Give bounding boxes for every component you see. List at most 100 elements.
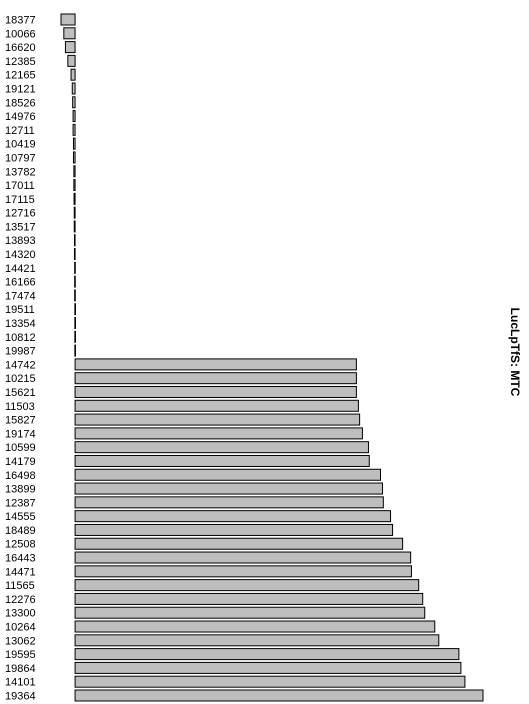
category-label-13899: 13899: [5, 484, 36, 496]
category-label-13354: 13354: [5, 318, 36, 330]
bar-12711: [72, 123, 76, 136]
bar-19121: [71, 82, 76, 95]
bar-14555: [74, 510, 392, 523]
bar-10215: [74, 372, 357, 385]
category-label-14101: 14101: [5, 677, 36, 689]
bar-12387: [74, 496, 384, 509]
category-label-13062: 13062: [5, 635, 36, 647]
bar-14101: [74, 675, 466, 688]
category-label-12508: 12508: [5, 539, 36, 551]
bar-10419: [72, 137, 76, 150]
category-label-17011: 17011: [5, 180, 35, 192]
bar-16620: [64, 41, 76, 54]
category-label-17115: 17115: [5, 194, 35, 206]
bar-14471: [74, 565, 412, 578]
bar-12165: [70, 68, 76, 81]
bar-14179: [74, 454, 370, 467]
bar-19595: [74, 648, 460, 661]
category-label-14179: 14179: [5, 456, 36, 468]
bar-10797: [72, 151, 76, 164]
bar-13893: [73, 234, 76, 247]
bar-10812: [74, 330, 76, 343]
bar-11565: [74, 579, 420, 592]
bar-10599: [74, 441, 369, 454]
category-label-12165: 12165: [5, 70, 36, 82]
bar-15621: [74, 385, 357, 398]
bar-12385: [67, 54, 76, 67]
bar-17011: [73, 179, 76, 192]
category-label-13782: 13782: [5, 166, 36, 178]
category-label-16498: 16498: [5, 470, 36, 482]
category-label-14976: 14976: [5, 111, 36, 123]
category-label-19595: 19595: [5, 649, 36, 661]
category-label-16443: 16443: [5, 553, 36, 565]
bar-14421: [74, 261, 76, 274]
category-label-19174: 19174: [5, 428, 36, 440]
bar-16443: [74, 551, 412, 564]
category-label-14471: 14471: [5, 566, 36, 578]
bar-13354: [74, 317, 76, 330]
category-label-19121: 19121: [5, 83, 36, 95]
category-label-13300: 13300: [5, 608, 36, 620]
bar-19174: [74, 427, 363, 440]
bar-16498: [74, 468, 382, 481]
bar-18377: [60, 13, 76, 26]
category-label-14555: 14555: [5, 511, 36, 523]
category-label-10066: 10066: [5, 28, 36, 40]
category-label-16166: 16166: [5, 277, 36, 289]
bar-18526: [72, 96, 76, 109]
category-label-10599: 10599: [5, 442, 36, 454]
category-label-15827: 15827: [5, 415, 36, 427]
category-label-19511: 19511: [5, 304, 35, 316]
bar-19864: [74, 661, 462, 674]
category-label-19864: 19864: [5, 663, 36, 675]
category-label-18377: 18377: [5, 15, 36, 27]
bar-12716: [73, 206, 76, 219]
bar-13899: [74, 482, 384, 495]
category-label-11565: 11565: [5, 580, 35, 592]
category-label-12716: 12716: [5, 208, 36, 220]
bar-19511: [74, 303, 76, 316]
category-label-18489: 18489: [5, 525, 36, 537]
category-label-12276: 12276: [5, 594, 36, 606]
bar-17115: [73, 192, 76, 205]
bar-18489: [74, 523, 394, 536]
category-label-15621: 15621: [5, 387, 36, 399]
bar-group: [60, 13, 484, 702]
bar-12508: [74, 537, 404, 550]
category-label-14421: 14421: [5, 263, 36, 275]
bar-19364: [74, 689, 484, 702]
category-label-10215: 10215: [5, 373, 36, 385]
bar-10264: [74, 620, 436, 633]
bar-14976: [72, 110, 76, 123]
category-label-13893: 13893: [5, 235, 36, 247]
bar-14320: [73, 248, 76, 261]
category-label-14742: 14742: [5, 359, 36, 371]
bar-17474: [74, 289, 76, 302]
category-label-12387: 12387: [5, 497, 36, 509]
category-label-19364: 19364: [5, 691, 36, 703]
category-label-17474: 17474: [5, 290, 36, 302]
bar-11503: [74, 399, 359, 412]
category-label-10797: 10797: [5, 152, 36, 164]
category-label-10264: 10264: [5, 622, 36, 634]
category-label-11503: 11503: [5, 401, 35, 413]
bar-12276: [74, 592, 424, 605]
category-label-10419: 10419: [5, 139, 36, 151]
category-label-16620: 16620: [5, 42, 36, 54]
bar-10066: [63, 27, 76, 40]
category-label-12711: 12711: [5, 125, 35, 137]
bar-13300: [74, 606, 426, 619]
bar-15827: [74, 413, 361, 426]
category-label-18526: 18526: [5, 97, 36, 109]
category-label-10812: 10812: [5, 332, 36, 344]
bar-14742: [74, 358, 357, 371]
bar-13782: [73, 165, 76, 178]
bar-16166: [74, 275, 76, 288]
bar-13517: [73, 220, 76, 233]
category-label-13517: 13517: [5, 221, 36, 233]
category-label-12385: 12385: [5, 56, 36, 68]
category-label-14320: 14320: [5, 249, 36, 261]
